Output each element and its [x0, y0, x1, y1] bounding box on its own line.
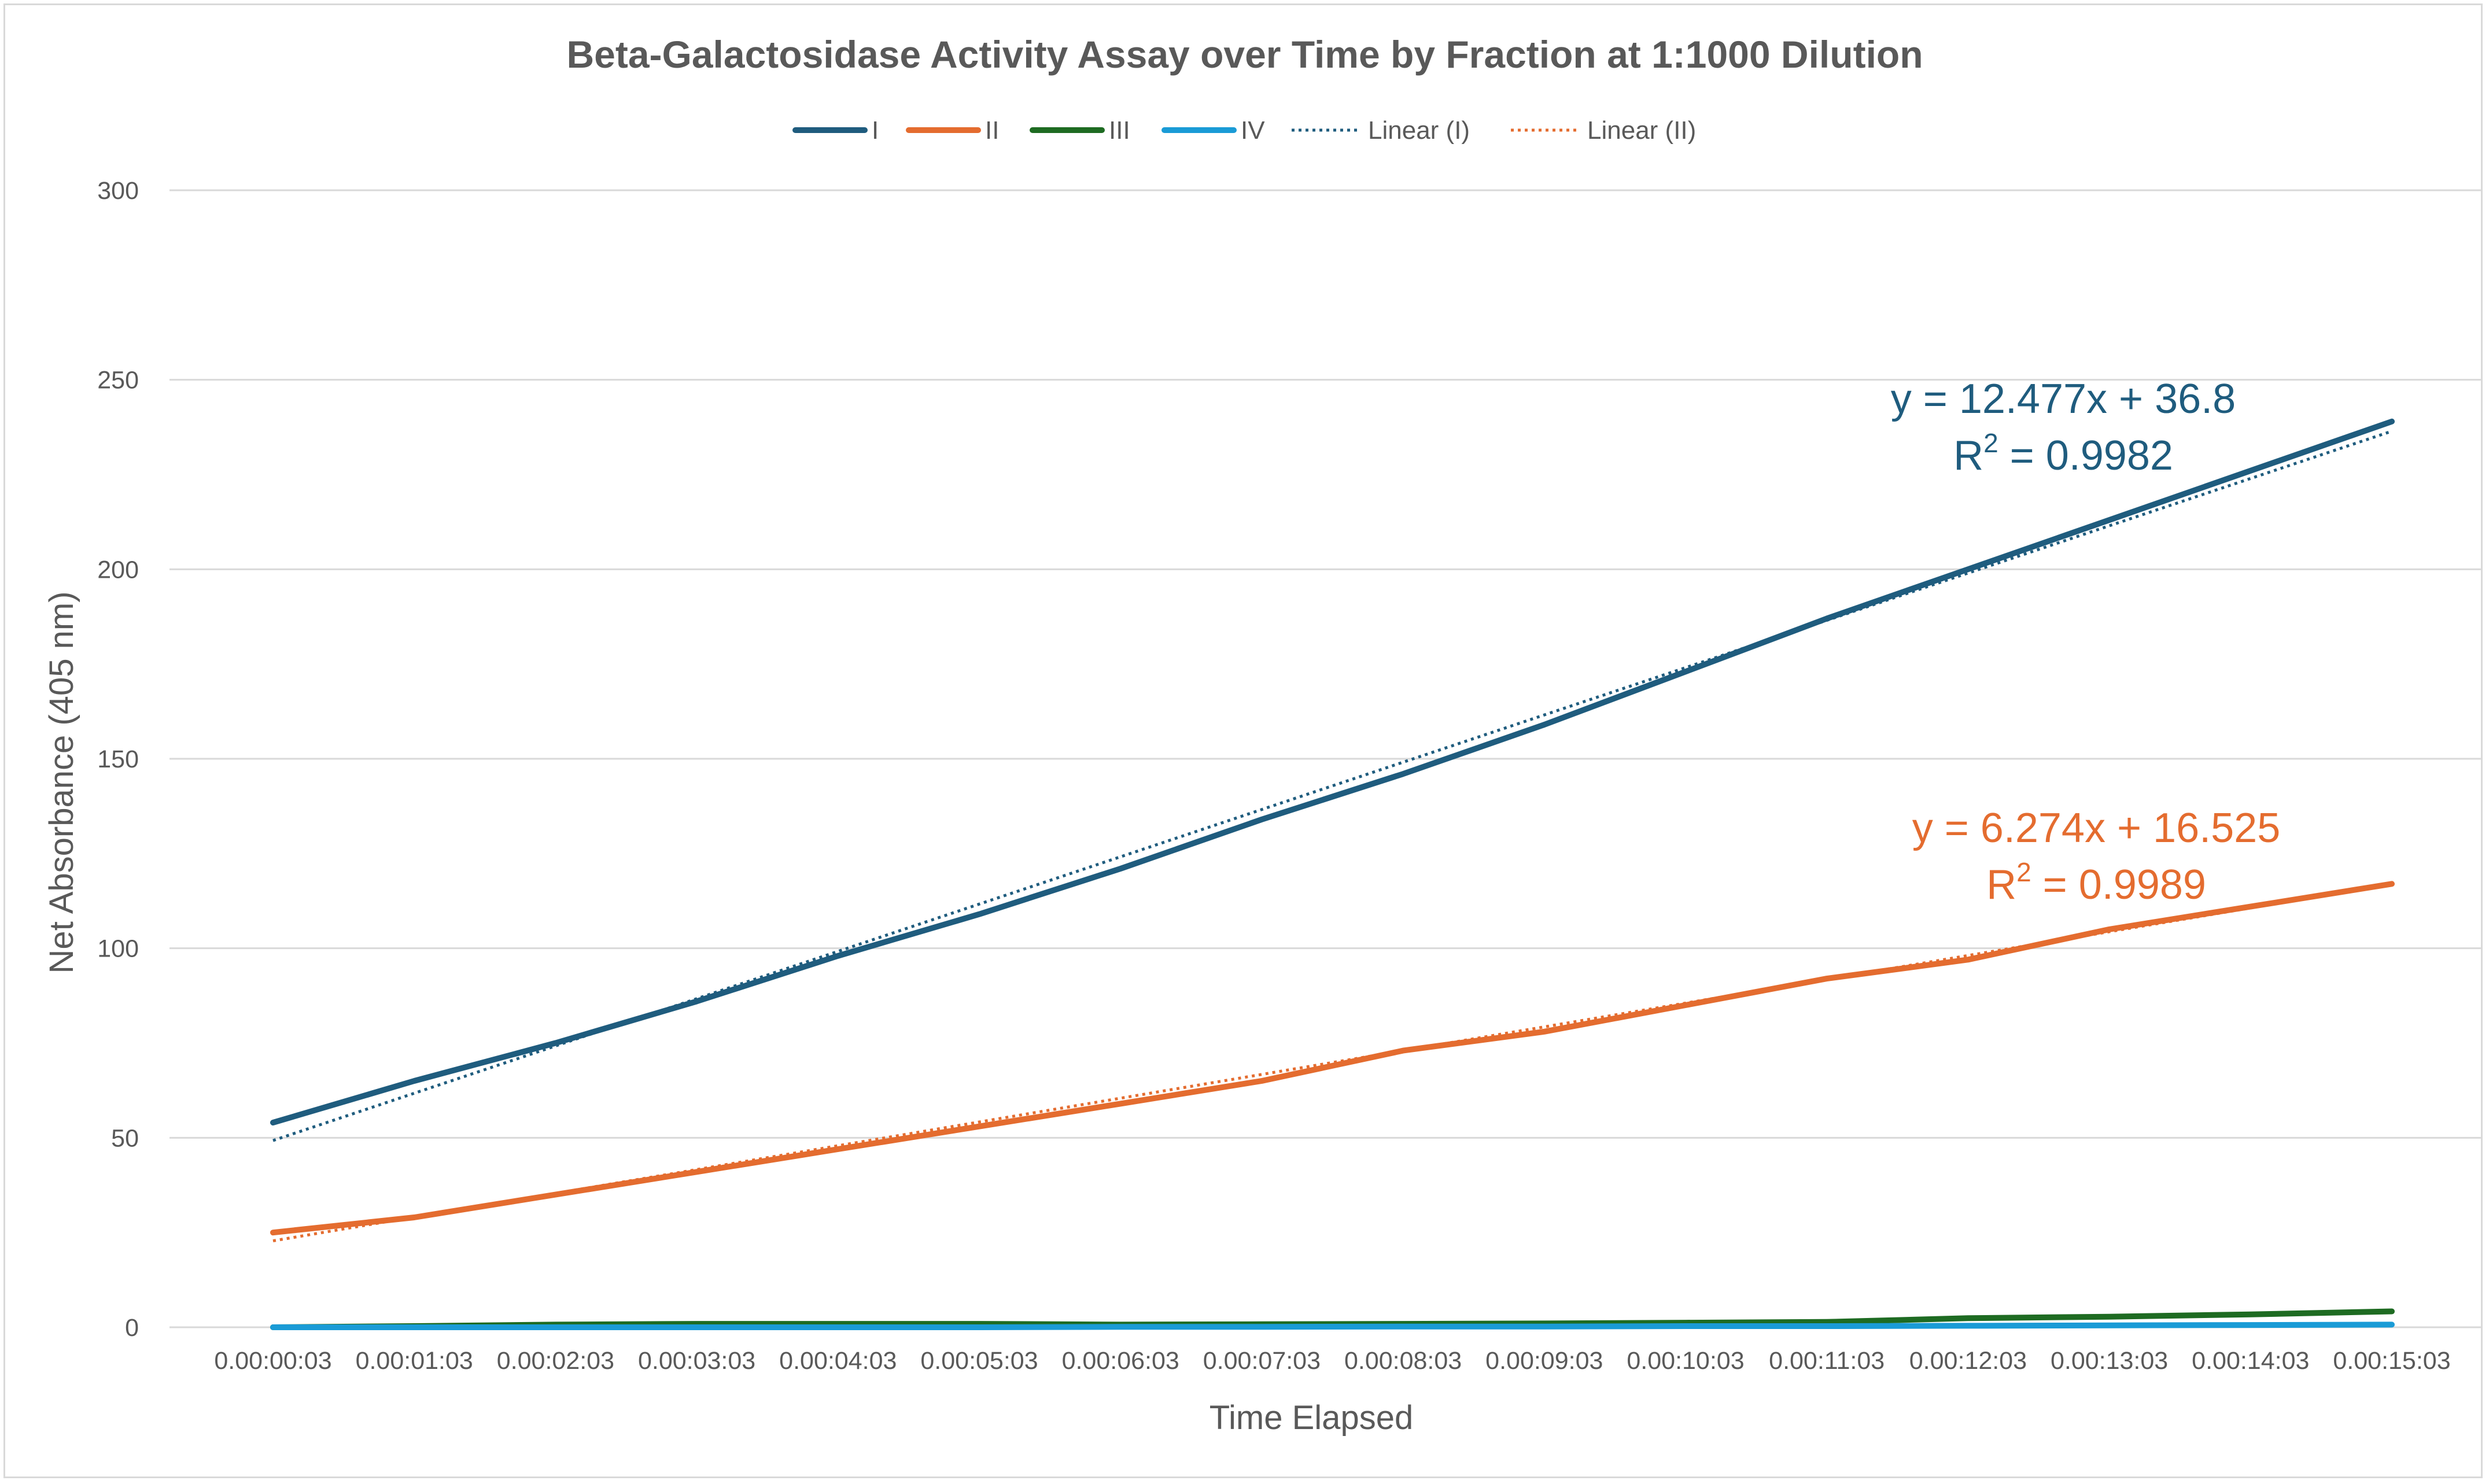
legend-label: Linear (II): [1587, 116, 1696, 145]
legend-label: I: [872, 116, 879, 145]
x-tick-label: 0.00:07:03: [1203, 1347, 1321, 1375]
x-tick-label: 0.00:10:03: [1627, 1347, 1744, 1375]
legend-item: IV: [1161, 116, 1265, 145]
x-tick-label: 0.00:00:03: [214, 1347, 331, 1375]
x-tick-label: 0.00:11:03: [1769, 1347, 1885, 1375]
legend-item: I: [792, 116, 879, 145]
legend-item: II: [906, 116, 999, 145]
series-line-i: [270, 418, 2395, 1126]
trendline-i: [272, 430, 2392, 1142]
y-axis-title: Net Absorbance (405 nm): [43, 592, 80, 974]
series-lines: [270, 418, 2395, 1330]
y-tick-label: 150: [97, 745, 139, 773]
legend-label: III: [1109, 116, 1130, 145]
x-tick-label: 0.00:04:03: [779, 1347, 897, 1375]
trendline-equations: y = 12.477x + 36.8 R2 = 0.9982 y = 6.274x …: [1891, 376, 2280, 908]
series-line-iv: [270, 1321, 2395, 1330]
x-tick-label: 0.00:13:03: [2051, 1347, 2168, 1375]
x-tick-label: 0.00:03:03: [638, 1347, 755, 1375]
trendline-r-squared: R2 = 0.9982: [1953, 428, 2173, 479]
trendline-equation: y = 6.274x + 16.525: [1912, 805, 2281, 851]
legend-label: II: [985, 116, 999, 145]
chart-title: Beta-Galactosidase Activity Assay over T…: [566, 33, 1923, 76]
y-tick-label: 250: [97, 367, 139, 394]
x-tick-label: 0.00:08:03: [1344, 1347, 1462, 1375]
x-tick-label: 0.00:06:03: [1062, 1347, 1179, 1375]
x-axis-title: Time Elapsed: [1210, 1399, 1413, 1437]
trendline-equation: y = 12.477x + 36.8: [1891, 376, 2236, 422]
x-tick-label: 0.00:05:03: [920, 1347, 1038, 1375]
y-tick-label: 0: [125, 1314, 139, 1342]
legend-item: III: [1030, 116, 1130, 145]
x-tick-label: 0.00:14:03: [2192, 1347, 2309, 1375]
x-tick-label: 0.00:09:03: [1485, 1347, 1603, 1375]
x-axis-tick-labels: 0.00:00:03 0.00:01:03 0.00:02:03 0.00:03:03…: [214, 1347, 2450, 1375]
trendline-r-squared: R2 = 0.9989: [1986, 857, 2206, 908]
legend-label: IV: [1241, 116, 1265, 145]
x-tick-label: 0.00:12:03: [1909, 1347, 2027, 1375]
legend-item: Linear (II): [1511, 116, 1696, 145]
chart-area: Beta-Galactosidase Activity Assay over T…: [3, 3, 2483, 1478]
line-chart: Beta-Galactosidase Activity Assay over T…: [43, 33, 2481, 1437]
gridlines: [169, 189, 2481, 1328]
trendlines: [272, 430, 2392, 1243]
y-tick-label: 100: [97, 935, 139, 963]
y-tick-label: 200: [97, 556, 139, 584]
legend: I II III IV Linear (I) Linear (II): [792, 116, 1696, 145]
y-tick-label: 50: [111, 1124, 139, 1152]
y-axis-tick-labels: 0 50 100 150 200 250 300: [97, 177, 139, 1342]
legend-item: Linear (I): [1292, 116, 1470, 145]
x-tick-label: 0.00:02:03: [497, 1347, 614, 1375]
x-tick-label: 0.00:01:03: [356, 1347, 473, 1375]
x-tick-label: 0.00:15:03: [2333, 1347, 2450, 1375]
series-line-ii: [270, 881, 2395, 1236]
y-tick-label: 300: [97, 177, 139, 205]
legend-label: Linear (I): [1368, 116, 1470, 145]
